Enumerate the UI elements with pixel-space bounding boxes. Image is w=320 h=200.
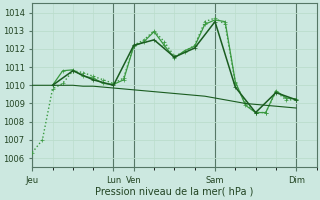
- X-axis label: Pression niveau de la mer( hPa ): Pression niveau de la mer( hPa ): [95, 187, 253, 197]
